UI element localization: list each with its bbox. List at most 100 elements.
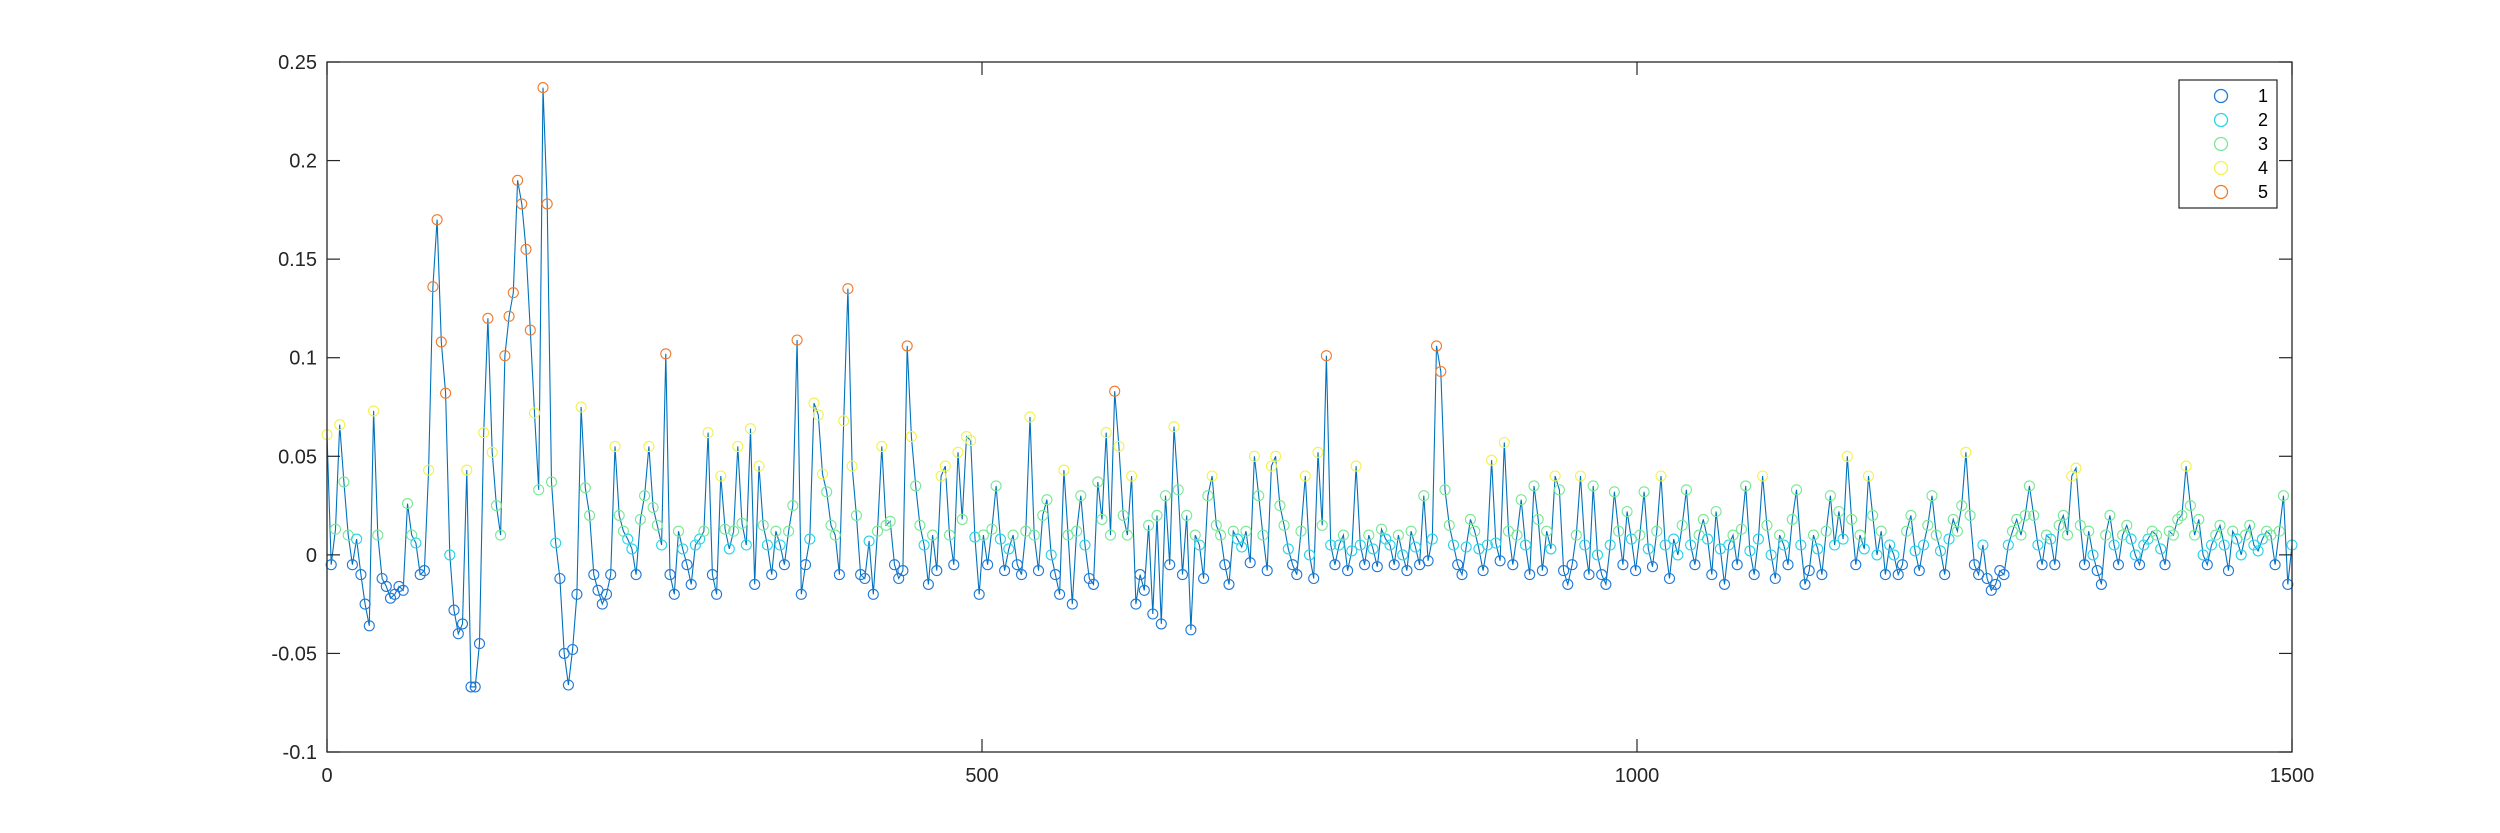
data-point bbox=[1426, 533, 1438, 545]
data-point bbox=[1388, 559, 1400, 571]
data-point bbox=[1143, 519, 1155, 531]
data-point bbox=[2087, 549, 2099, 561]
data-point bbox=[2121, 519, 2133, 531]
data-point bbox=[761, 539, 773, 551]
data-point bbox=[1608, 486, 1620, 498]
data-point bbox=[2095, 578, 2107, 590]
data-point bbox=[1054, 588, 1066, 600]
data-point bbox=[994, 533, 1006, 545]
data-point bbox=[867, 588, 879, 600]
y-tick-label: 0.25 bbox=[278, 52, 317, 74]
data-point bbox=[1981, 572, 1993, 585]
data-point bbox=[1405, 525, 1417, 537]
data-point bbox=[1731, 559, 1743, 571]
data-point bbox=[1663, 572, 1676, 585]
data-point bbox=[2184, 500, 2196, 512]
data-point bbox=[668, 588, 680, 600]
data-point bbox=[1312, 446, 1324, 458]
data-point bbox=[774, 539, 786, 551]
data-point bbox=[901, 340, 913, 352]
axes-box bbox=[326, 61, 2293, 753]
legend-marker-4 bbox=[2213, 160, 2229, 176]
data-point bbox=[1087, 578, 1100, 590]
data-point bbox=[969, 531, 981, 543]
data-point bbox=[732, 440, 744, 452]
data-point bbox=[1109, 385, 1121, 397]
data-point bbox=[1837, 533, 1849, 545]
legend-label-3: 3 bbox=[2258, 134, 2268, 154]
data-point bbox=[706, 569, 718, 581]
data-point bbox=[2252, 545, 2264, 557]
data-point bbox=[766, 569, 778, 581]
data-point bbox=[986, 523, 998, 535]
data-point bbox=[2032, 539, 2044, 551]
data-point bbox=[973, 588, 985, 600]
data-point bbox=[749, 578, 761, 590]
data-point bbox=[1507, 559, 1519, 571]
data-point bbox=[960, 431, 973, 443]
data-point bbox=[1185, 624, 1197, 636]
data-point bbox=[2053, 519, 2065, 531]
data-point bbox=[1718, 578, 1731, 590]
legend-label-5: 5 bbox=[2258, 182, 2268, 202]
data-point bbox=[1236, 541, 1248, 553]
data-point bbox=[685, 578, 697, 590]
data-point bbox=[325, 559, 337, 571]
data-point bbox=[397, 584, 409, 596]
data-point bbox=[351, 533, 363, 545]
data-point bbox=[2277, 490, 2290, 502]
data-point bbox=[838, 415, 850, 427]
data-point bbox=[2210, 529, 2222, 541]
data-point bbox=[562, 679, 574, 691]
data-point bbox=[2100, 529, 2112, 541]
data-point bbox=[1956, 500, 1968, 512]
data-point bbox=[888, 559, 901, 571]
data-point bbox=[1164, 559, 1176, 571]
data-point bbox=[884, 515, 896, 527]
data-point bbox=[910, 480, 922, 492]
data-point bbox=[783, 525, 795, 537]
data-point bbox=[1951, 525, 1963, 537]
data-point bbox=[1536, 565, 1548, 577]
tick-layer: 0 500 1000 1500 -0.1 -0.05 0 0.05 0.1 0.15 0.2 0.25 bbox=[271, 52, 2314, 787]
data-point bbox=[842, 283, 854, 295]
data-point bbox=[1126, 470, 1138, 482]
data-point bbox=[1613, 525, 1625, 537]
data-point bbox=[647, 501, 659, 514]
data-point bbox=[524, 324, 536, 336]
data-point bbox=[2125, 533, 2137, 545]
data-point bbox=[2023, 480, 2035, 492]
data-point bbox=[499, 350, 511, 362]
data-point bbox=[1028, 529, 1040, 541]
data-point bbox=[880, 519, 892, 531]
data-point bbox=[461, 464, 473, 476]
data-point bbox=[575, 401, 587, 413]
data-point bbox=[1562, 578, 1574, 590]
data-point bbox=[1943, 533, 1955, 545]
data-point bbox=[393, 580, 405, 592]
data-point bbox=[1270, 450, 1282, 462]
data-point bbox=[1646, 561, 1659, 573]
y-tick-label: -0.1 bbox=[283, 742, 317, 764]
data-point bbox=[2248, 539, 2260, 551]
data-point bbox=[1812, 543, 1824, 555]
data-point bbox=[2222, 565, 2235, 577]
data-point bbox=[554, 572, 566, 585]
data-point bbox=[681, 559, 693, 571]
data-point bbox=[414, 569, 426, 581]
data-point bbox=[2150, 529, 2163, 541]
data-point bbox=[1359, 559, 1371, 571]
data-point bbox=[1871, 549, 1883, 561]
data-point bbox=[456, 618, 469, 630]
data-point bbox=[1401, 565, 1413, 577]
data-point bbox=[1346, 545, 1358, 557]
data-point bbox=[927, 529, 939, 541]
data-point bbox=[2201, 559, 2213, 571]
data-point bbox=[503, 310, 515, 322]
data-point bbox=[605, 569, 617, 581]
data-point bbox=[1308, 572, 1320, 585]
data-point bbox=[672, 525, 685, 537]
data-point bbox=[1045, 549, 1057, 561]
data-point bbox=[1680, 484, 1692, 496]
data-point bbox=[1418, 490, 1430, 502]
